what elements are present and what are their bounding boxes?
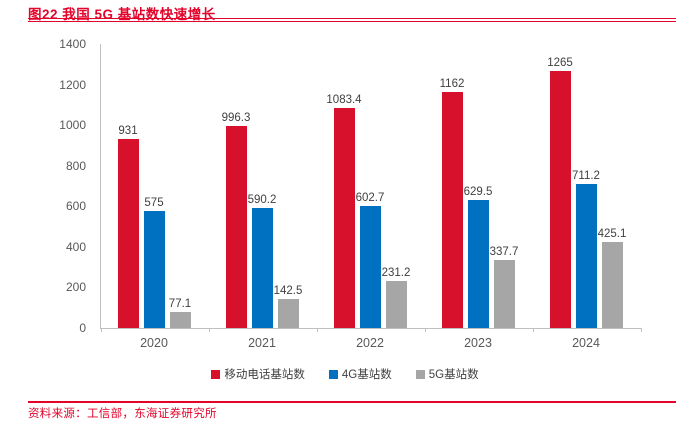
bar-value-label: 1083.4 bbox=[326, 94, 362, 107]
x-axis-tick-mark bbox=[533, 328, 534, 332]
bar-value-label: 231.2 bbox=[381, 267, 411, 280]
bar-group-2022: 1083.4 602.7 231.2 bbox=[316, 44, 424, 328]
bar-group-2021: 996.3 590.2 142.5 bbox=[208, 44, 316, 328]
legend-swatch-icon bbox=[211, 369, 221, 379]
bar-chart: 0 200 400 600 800 1000 1200 1400 931 575 77.1 996.… bbox=[0, 37, 690, 360]
plot-groups: 931 575 77.1 996.3 590.2 142.5 1083.4 602.7 231.… bbox=[100, 44, 640, 328]
x-axis-tick-mark bbox=[209, 328, 210, 332]
legend-swatch-icon bbox=[415, 369, 425, 379]
bar-4g-base-stations-2020: 575 bbox=[143, 197, 165, 328]
bar-mobile-phone-base-stations-2020: 931 bbox=[117, 125, 139, 328]
y-axis-tick-label: 800 bbox=[65, 158, 86, 173]
source-label: 资料来源： bbox=[28, 408, 87, 420]
y-axis-tick-label: 400 bbox=[65, 239, 86, 254]
legend-item-mobile-phone-base-stations: 移动电话基站数 bbox=[211, 366, 305, 382]
plot-area bbox=[100, 44, 642, 332]
bar-value-label: 590.2 bbox=[247, 194, 277, 207]
legend-label: 4G基站数 bbox=[341, 369, 392, 381]
bar-5g-base-stations-2021: 142.5 bbox=[274, 285, 302, 328]
bar-4g-base-stations-2022: 602.7 bbox=[356, 192, 384, 328]
bar-value-label: 602.7 bbox=[355, 191, 385, 204]
x-axis-tick-mark bbox=[317, 328, 318, 332]
chart-legend: 移动电话基站数 4G基站数 5G基站数 bbox=[0, 366, 690, 382]
bar-value-label: 575 bbox=[144, 197, 164, 210]
bar-value-label: 1162 bbox=[439, 78, 465, 91]
x-axis-category-label: 2024 bbox=[572, 336, 600, 350]
bar-group-2023: 1162 629.5 337.7 bbox=[424, 44, 532, 328]
legend-label: 移动电话基站数 bbox=[224, 369, 305, 381]
x-axis-labels: 2020 2021 2022 2023 2024 bbox=[100, 336, 640, 350]
y-axis-tick-label: 200 bbox=[65, 280, 86, 295]
bar-group-2024: 1265 711.2 425.1 bbox=[532, 44, 640, 328]
y-axis-tick-label: 1200 bbox=[59, 77, 86, 92]
y-axis-tick-label: 0 bbox=[79, 321, 86, 335]
y-axis-labels: 0 200 400 600 800 1000 1200 1400 bbox=[0, 37, 92, 335]
bar-value-label: 1265 bbox=[547, 57, 573, 70]
bar-mobile-phone-base-stations-2023: 1162 bbox=[440, 78, 464, 328]
bar-5g-base-stations-2020: 77.1 bbox=[169, 298, 191, 328]
x-axis-tick-mark bbox=[101, 328, 102, 332]
bar-5g-base-stations-2022: 231.2 bbox=[382, 267, 410, 328]
bar-mobile-phone-base-stations-2024: 1265 bbox=[547, 57, 573, 328]
y-axis-tick-label: 600 bbox=[65, 199, 86, 214]
x-axis-tick-mark bbox=[641, 328, 642, 332]
bar-value-label: 142.5 bbox=[273, 285, 303, 298]
bar-4g-base-stations-2023: 629.5 bbox=[464, 186, 492, 328]
bar-4g-base-stations-2024: 711.2 bbox=[572, 170, 600, 328]
bar-value-label: 629.5 bbox=[463, 186, 493, 199]
bar-value-label: 996.3 bbox=[221, 111, 251, 124]
x-axis-category-label: 2022 bbox=[356, 336, 384, 350]
legend-item-4g-base-stations: 4G基站数 bbox=[328, 366, 392, 382]
source-note: 资料来源：工信部，东海证券研究所 bbox=[28, 405, 217, 421]
x-axis-category-label: 2021 bbox=[248, 336, 276, 350]
bar-group-2020: 931 575 77.1 bbox=[100, 44, 208, 328]
footer-divider bbox=[28, 401, 676, 403]
bar-value-label: 931 bbox=[118, 125, 138, 138]
bar-4g-base-stations-2021: 590.2 bbox=[248, 194, 276, 328]
x-axis-tick-mark bbox=[425, 328, 426, 332]
x-axis-category-label: 2023 bbox=[464, 336, 492, 350]
bar-5g-base-stations-2023: 337.7 bbox=[490, 246, 518, 328]
x-axis-category-label: 2020 bbox=[140, 336, 168, 350]
bar-mobile-phone-base-stations-2021: 996.3 bbox=[222, 112, 250, 328]
bar-value-label: 425.1 bbox=[597, 227, 627, 240]
bar-mobile-phone-base-stations-2022: 1083.4 bbox=[326, 94, 362, 328]
legend-swatch-icon bbox=[328, 369, 338, 379]
legend-label: 5G基站数 bbox=[428, 369, 479, 381]
bar-value-label: 711.2 bbox=[572, 169, 600, 182]
bar-5g-base-stations-2024: 425.1 bbox=[598, 228, 626, 328]
legend-item-5g-base-stations: 5G基站数 bbox=[415, 366, 479, 382]
bar-value-label: 337.7 bbox=[489, 245, 519, 258]
y-axis-tick-label: 1400 bbox=[59, 37, 86, 51]
title-divider bbox=[28, 18, 676, 22]
y-axis-tick-label: 1000 bbox=[59, 118, 86, 133]
bar-value-label: 77.1 bbox=[168, 298, 192, 311]
source-text: 工信部，东海证券研究所 bbox=[87, 408, 217, 420]
